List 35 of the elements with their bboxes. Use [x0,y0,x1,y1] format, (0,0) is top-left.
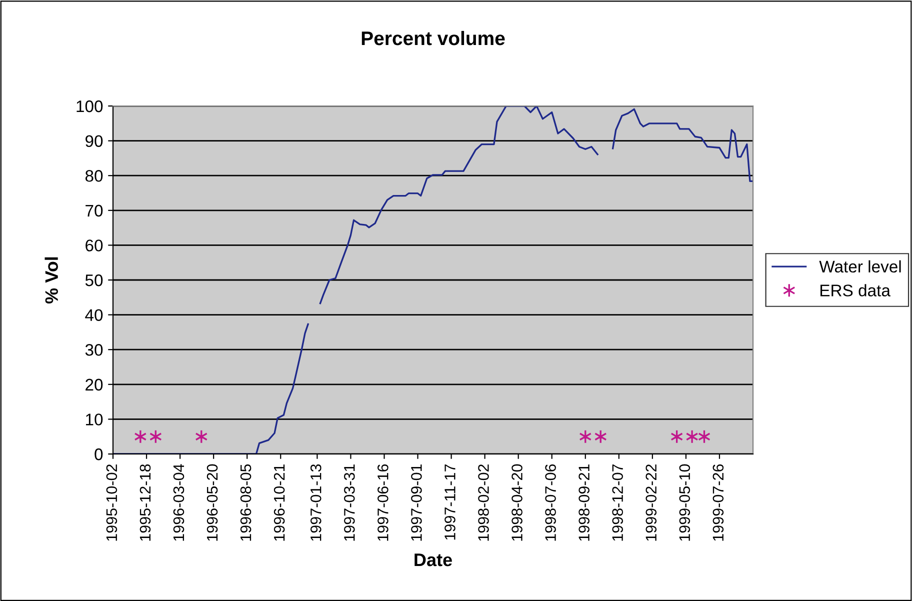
x-tick-label: 1998-12-07 [612,464,624,541]
y-tick-label: 0 [94,448,103,460]
x-tick-label: 1999-02-22 [646,464,657,541]
y-tick-label: 50 [85,274,103,286]
legend-label: ERS data [820,284,890,296]
x-tick-label: 1996-03-04 [173,464,184,541]
legend-label: Water level [819,260,901,273]
x-tick-label: 1999-05-10 [679,464,690,541]
x-tick-label: 1997-01-13 [310,464,322,541]
y-tick-label: 80 [85,170,103,182]
y-tick-label: 70 [86,204,103,217]
x-tick-label: 1999-07-26 [712,464,724,541]
y-tick-label: 20 [86,378,103,391]
x-tick-label: 1998-07-06 [545,464,556,541]
x-tick-label: 1998-02-02 [478,464,489,541]
x-tick-label: 1996-10-21 [274,464,285,541]
x-axis-title: Date [414,554,452,566]
y-tick-label: 10 [86,414,103,426]
x-tick-label: 1997-09-01 [411,464,422,541]
y-tick-label: 40 [85,309,103,322]
x-tick-label: 1995-12-18 [140,464,151,541]
y-tick-label: 30 [85,344,103,356]
x-tick-label: 1995-10-02 [106,464,118,541]
x-tick-label: 1997-03-31 [344,464,355,541]
x-tick-label: 1997-06-16 [378,464,388,541]
y-tick-label: 100 [76,100,103,112]
x-tick-label: 1997-11-17 [444,464,456,540]
y-tick-label: 90 [86,135,103,148]
x-tick-label: 1996-08-05 [240,464,252,541]
x-tick-label: 1996-05-20 [206,464,218,541]
y-tick-label: 60 [86,240,103,252]
y-axis-title: % Vol [44,257,58,304]
chart-title: Percent volume [362,30,505,46]
x-tick-label: 1998-04-20 [512,464,522,541]
x-tick-label: 1998-09-21 [578,464,590,541]
